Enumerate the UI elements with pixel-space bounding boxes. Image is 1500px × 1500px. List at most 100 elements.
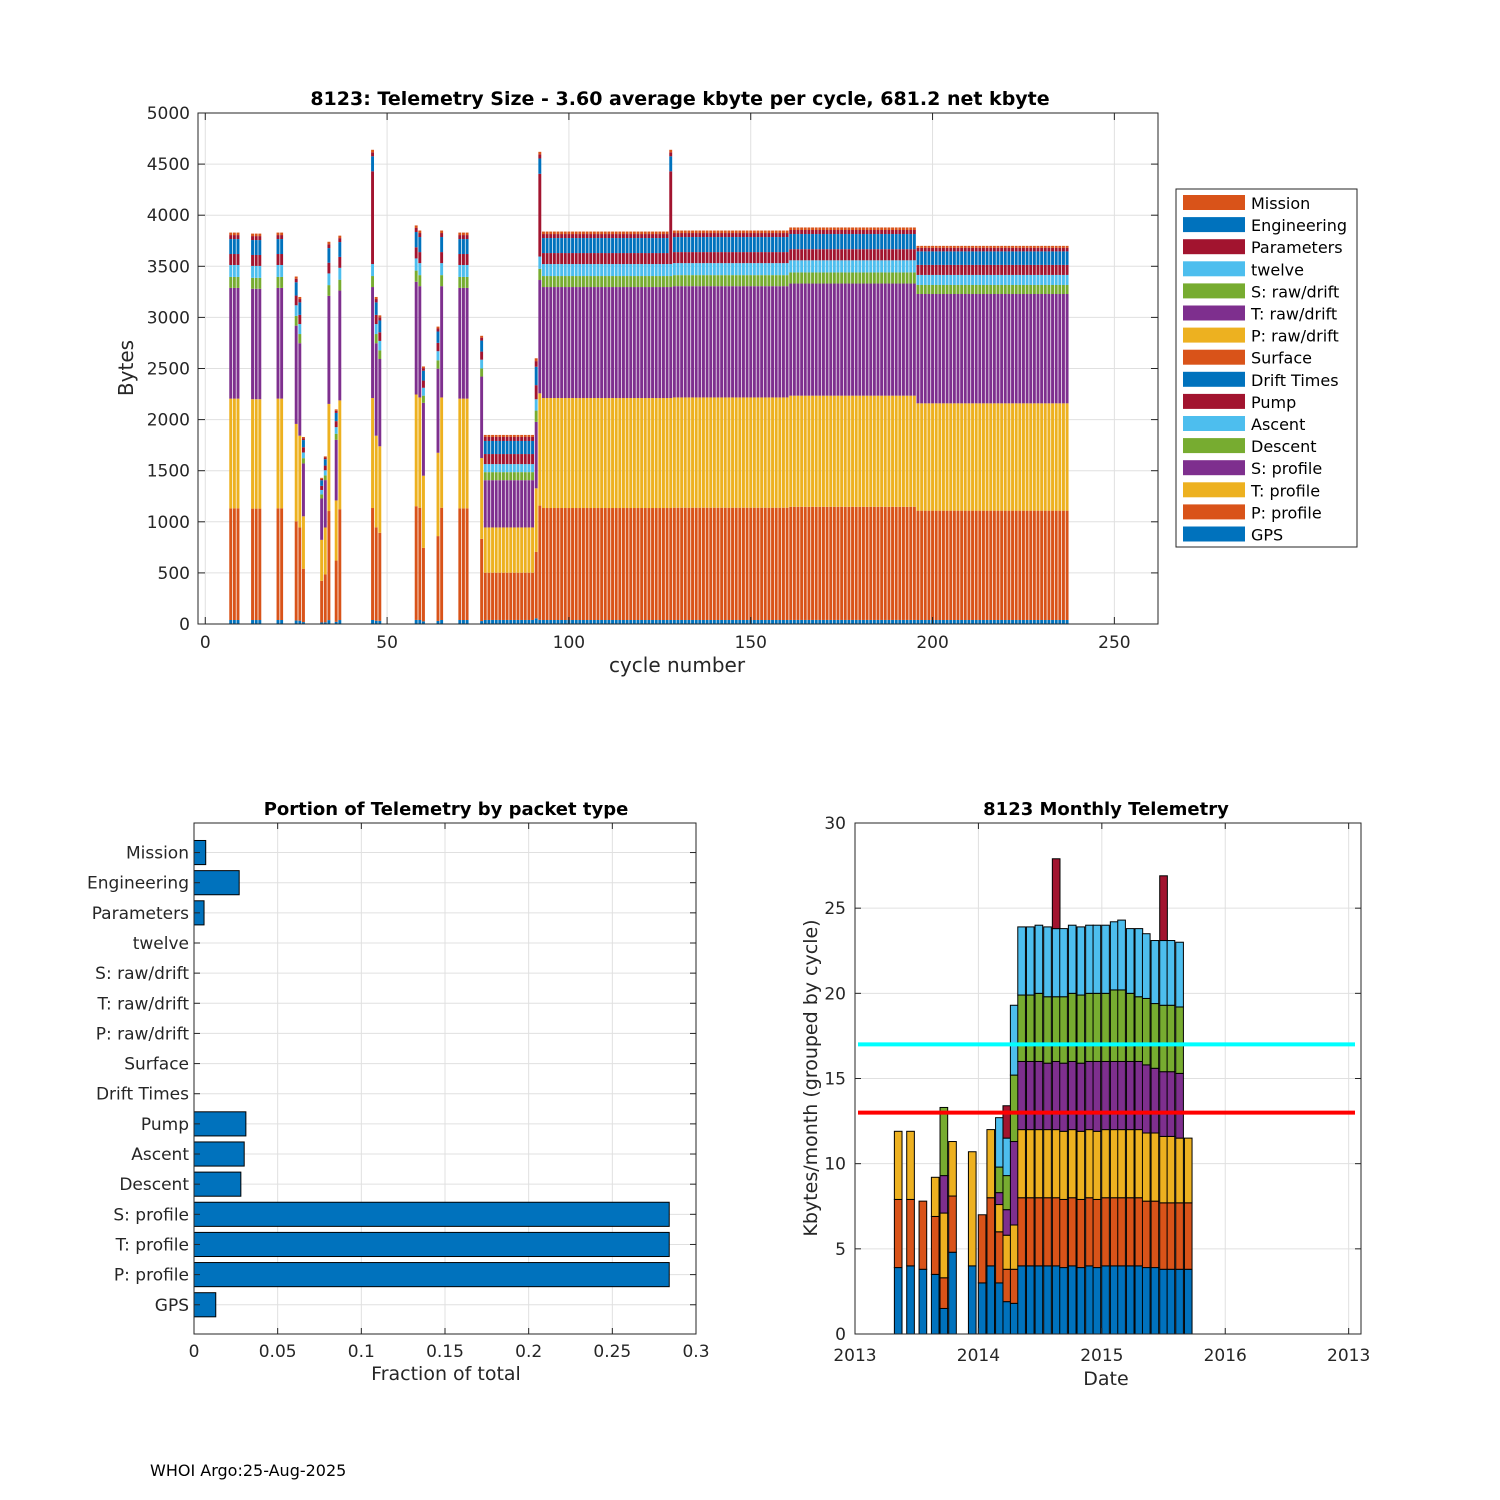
cycle-bar-segment [545,253,549,265]
cycle-bar-segment [523,436,527,441]
cycle-bar-segment [440,619,444,624]
cycle-bar-segment [672,397,676,508]
cycle-bar-segment [1003,619,1007,624]
cycle-bar-segment [571,276,574,288]
cycle-bar-segment [1003,247,1007,252]
cycle-bar-segment [596,231,600,235]
cycle-bar-segment [927,294,931,404]
monthly-bar-segment [1051,1197,1061,1267]
cycle-bar-segment [458,276,462,288]
cycle-bar-segment [538,158,542,174]
cycle-bar-segment [251,236,254,241]
cycle-bar-segment [967,619,971,624]
cycle-bar-segment [578,238,582,254]
cycle-bar-segment [567,264,571,277]
cycle-bar-segment [302,452,305,459]
cycle-bar-segment [465,235,469,240]
cycle-bar-segment [596,508,600,621]
cycle-bar-segment [749,397,753,508]
monthly-bar-segment [1159,1268,1168,1335]
monthly-stack-18 [1067,924,1077,1335]
cycle-bar-segment [858,249,862,261]
cycle-stack-88 [523,434,527,624]
cycle-bar-segment [800,506,804,620]
cycle-bar-segment [334,433,338,440]
cycle-bar-segment [691,286,694,398]
cycle-bar-segment [763,252,767,264]
cycle-bar-segment [542,231,545,235]
cycle-bar-segment [600,398,604,509]
cycle-bar-segment [687,286,691,398]
cycle-bar-segment [276,239,280,255]
cycle-bar-segment [516,440,520,455]
cycle-bar-segment [836,227,840,230]
cycle-bar-segment [676,286,680,398]
cycle-stack-124 [654,231,658,624]
cycle-bar-segment [967,510,971,620]
cycle-bar-segment [531,440,534,455]
cycle-bar-segment [887,283,891,396]
cycle-bar-segment [949,619,953,624]
cycle-bar-segment [320,580,324,623]
cycle-bar-segment [767,397,771,508]
cycle-bar-segment [571,264,574,277]
cycle-bar-segment [603,620,607,624]
cycle-bar-segment [498,572,502,620]
cycle-bar-segment [756,275,760,287]
monthly-bar-segment [1166,1135,1176,1204]
cycle-bar-segment [596,287,600,399]
cycle-bar-segment [738,397,742,508]
cycle-bar-segment [749,263,753,276]
cycle-bar-segment [745,619,749,624]
legend-swatch [1183,305,1245,321]
cycle-stack-70 [458,232,462,624]
legend-swatch [1183,195,1245,210]
cycle-bar-segment [1054,284,1058,295]
cycle-bar-segment [898,506,902,620]
cycle-bar-segment [480,538,484,622]
cycle-bar-segment [509,572,513,620]
cycle-bar-segment [734,263,738,276]
cycle-bar-segment [832,227,836,230]
cycle-bar-segment [531,527,534,573]
cycle-bar-segment [916,247,920,252]
cycle-bar-segment [596,398,600,509]
cycle-bar-segment [872,234,876,250]
portion-bar [193,1231,670,1258]
monthly-x-tick-label: 2014 [957,1346,1000,1366]
cycle-bar-segment [789,272,793,284]
cycle-bar-segment [585,398,589,509]
cycle-stack-163 [796,227,800,624]
cycle-bar-segment [625,508,629,621]
cycle-bar-segment [676,507,680,620]
cycle-bar-segment [374,620,378,624]
cycle-stack-34 [327,241,331,624]
monthly-bar-segment [1141,1132,1151,1202]
cycle-bar-segment [254,265,258,278]
cycle-bar-segment [651,398,654,509]
cycle-bar-segment [658,264,662,277]
cycle-bar-segment [298,620,302,624]
cycle-bar-segment [702,233,705,238]
cycle-bar-segment [883,506,887,620]
cycle-bar-segment [902,395,905,507]
cycle-bar-segment [502,619,505,624]
cycle-bar-segment [1051,284,1054,295]
cycle-bar-segment [687,233,691,238]
cycle-stack-145 [731,230,734,624]
cycle-bar-segment [687,230,691,234]
cycle-bar-segment [505,472,509,481]
monthly-chart-title: 8123 Monthly Telemetry [983,799,1229,820]
cycle-bar-segment [869,249,873,261]
cycle-bar-segment [229,508,233,621]
cycle-bar-segment [1022,403,1025,511]
cycle-bar-segment [883,272,887,284]
cycle-bar-segment [465,508,469,621]
monthly-bar-segment [1117,1129,1126,1199]
cycle-bar-segment [792,619,796,624]
cycle-stack-72 [465,232,469,624]
cycle-bar-segment [825,234,829,250]
cycle-bar-segment [931,403,934,511]
portion-category-label: P: profile [114,1266,189,1286]
cycle-bar-segment [742,275,745,287]
